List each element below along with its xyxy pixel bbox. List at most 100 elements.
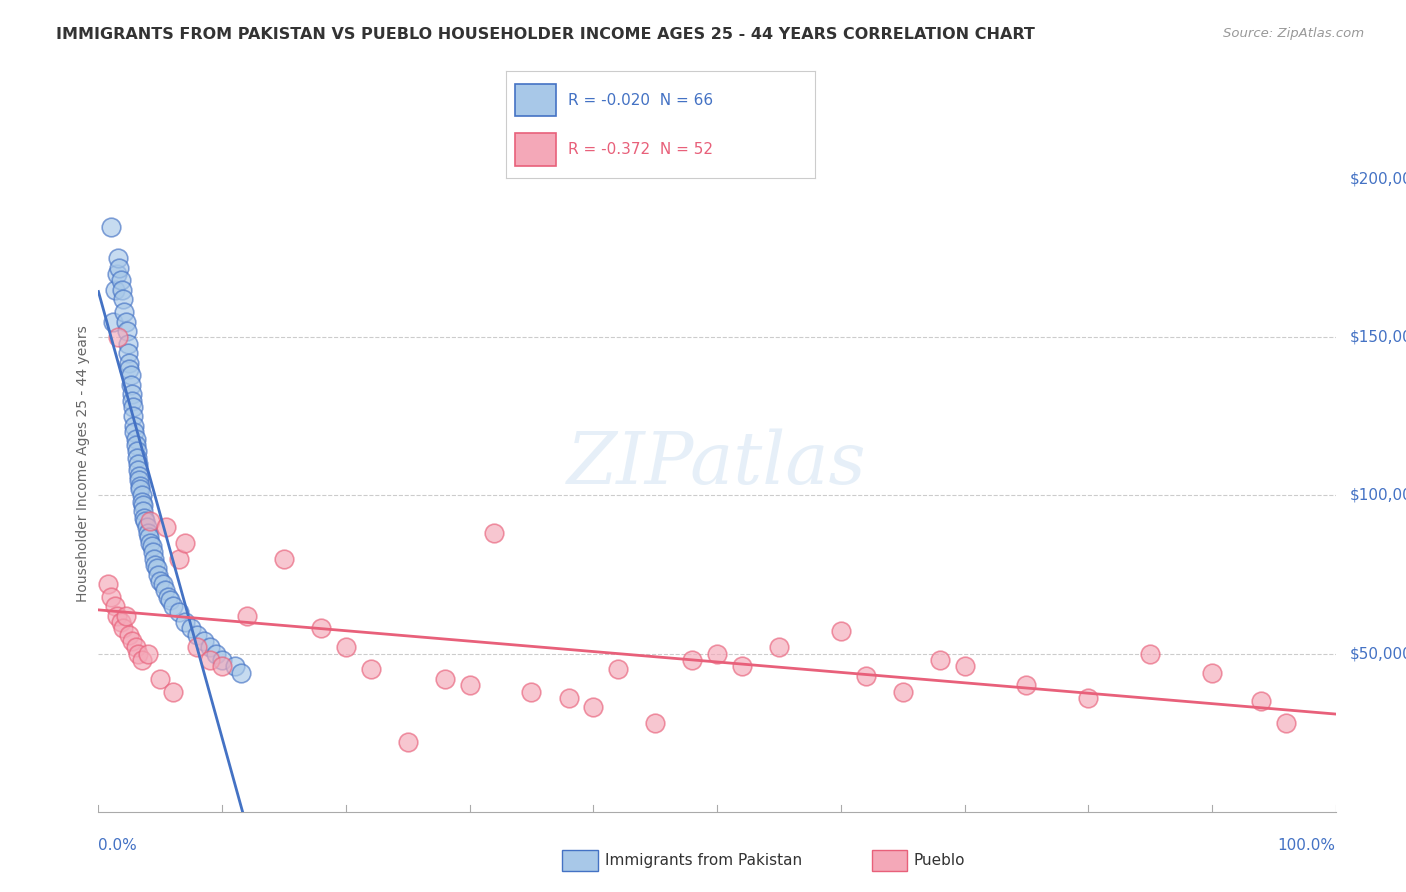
Point <box>830 624 852 639</box>
Point <box>211 653 233 667</box>
Point <box>118 356 141 370</box>
Point <box>1139 647 1161 661</box>
Point <box>706 647 728 661</box>
Point <box>120 368 142 383</box>
Point <box>141 539 163 553</box>
Point <box>1275 716 1298 731</box>
Point <box>1250 694 1272 708</box>
Point <box>134 510 156 524</box>
Point <box>125 444 148 458</box>
Text: $100,000: $100,000 <box>1350 488 1406 503</box>
Point <box>124 438 146 452</box>
Point <box>118 627 141 641</box>
Point <box>174 536 197 550</box>
Text: R = -0.020  N = 66: R = -0.020 N = 66 <box>568 93 713 108</box>
Point <box>124 425 146 440</box>
Point <box>186 627 208 641</box>
Point <box>335 640 357 655</box>
Point <box>180 621 202 635</box>
Point <box>107 330 129 344</box>
Point <box>644 716 666 731</box>
Point <box>162 599 184 614</box>
Text: 0.0%: 0.0% <box>98 838 138 854</box>
Point <box>205 647 228 661</box>
Point <box>121 387 143 401</box>
Point <box>117 346 139 360</box>
Point <box>1015 678 1038 692</box>
Y-axis label: Householder Income Ages 25 - 44 years: Householder Income Ages 25 - 44 years <box>76 326 90 602</box>
Point <box>125 450 148 465</box>
Point <box>122 409 145 424</box>
Point <box>110 273 132 287</box>
Text: Immigrants from Pakistan: Immigrants from Pakistan <box>605 854 801 868</box>
Point <box>107 252 129 266</box>
Point <box>114 608 136 623</box>
Point <box>100 590 122 604</box>
Point <box>112 621 135 635</box>
Text: $200,000: $200,000 <box>1350 172 1406 186</box>
Point <box>134 514 156 528</box>
Point <box>142 545 165 559</box>
Point <box>193 634 215 648</box>
Point <box>143 551 166 566</box>
Point <box>124 432 146 446</box>
Point <box>112 305 135 319</box>
Text: Pueblo: Pueblo <box>914 854 966 868</box>
Point <box>1201 665 1223 680</box>
Point <box>136 526 159 541</box>
Point <box>681 653 703 667</box>
Text: Source: ZipAtlas.com: Source: ZipAtlas.com <box>1223 27 1364 40</box>
Point <box>143 558 166 572</box>
Point <box>124 640 146 655</box>
Point <box>149 574 172 588</box>
Point <box>117 336 139 351</box>
Point <box>731 659 754 673</box>
Point <box>229 665 252 680</box>
Point <box>198 640 221 655</box>
Bar <box>516 84 555 116</box>
Point <box>103 599 125 614</box>
Point <box>121 634 143 648</box>
Point <box>108 260 131 275</box>
Point <box>122 400 145 414</box>
Point <box>105 267 128 281</box>
Point <box>115 324 138 338</box>
Point <box>167 551 190 566</box>
Point <box>156 590 179 604</box>
Point <box>121 393 143 408</box>
Point <box>138 530 160 544</box>
Point <box>97 577 120 591</box>
Point <box>139 536 162 550</box>
Text: IMMIGRANTS FROM PAKISTAN VS PUEBLO HOUSEHOLDER INCOME AGES 25 - 44 YEARS CORRELA: IMMIGRANTS FROM PAKISTAN VS PUEBLO HOUSE… <box>56 27 1035 42</box>
Point <box>124 418 146 433</box>
Point <box>145 561 167 575</box>
Point <box>105 608 128 623</box>
Point <box>582 700 605 714</box>
Point <box>139 514 162 528</box>
Point <box>152 577 174 591</box>
Point <box>127 463 149 477</box>
Point <box>309 621 332 635</box>
Point <box>458 678 481 692</box>
Point <box>433 672 456 686</box>
Point <box>484 526 506 541</box>
Point <box>149 672 172 686</box>
Point <box>1077 690 1099 705</box>
Point <box>131 495 153 509</box>
Bar <box>516 134 555 166</box>
Point <box>132 498 155 512</box>
Point <box>131 488 153 502</box>
Point <box>211 659 233 673</box>
Point <box>360 662 382 676</box>
Point <box>128 473 150 487</box>
Text: $50,000: $50,000 <box>1350 646 1406 661</box>
Point <box>273 551 295 566</box>
Point <box>557 690 579 705</box>
Point <box>236 608 259 623</box>
Point <box>855 669 877 683</box>
Point <box>135 520 157 534</box>
Point <box>110 615 132 629</box>
Point <box>129 479 152 493</box>
Point <box>127 647 149 661</box>
Point <box>111 283 134 297</box>
